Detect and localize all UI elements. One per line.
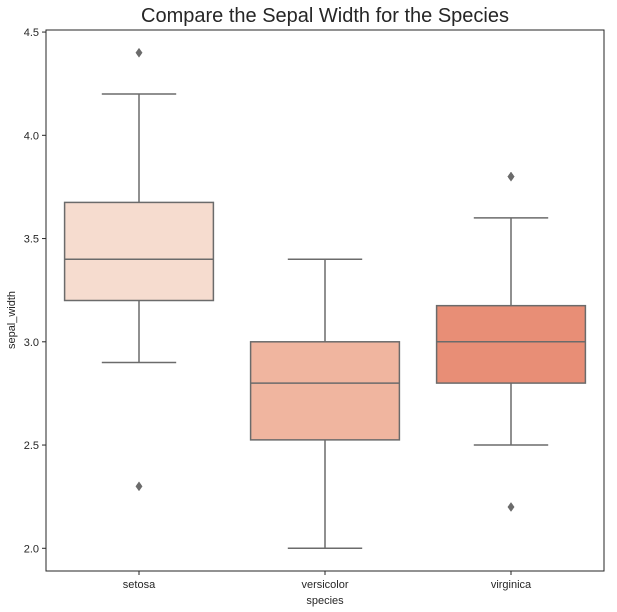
y-tick-label: 3.5 [24, 234, 39, 246]
box-versicolor [249, 341, 401, 441]
y-tick-label: 3.0 [24, 337, 39, 349]
box-setosa [63, 201, 215, 302]
outlier-point [507, 171, 515, 182]
x-tick-label: virginica [491, 579, 532, 591]
y-axis-label: sepal_width [6, 291, 18, 349]
outlier-point [507, 502, 515, 512]
x-tick-label: versicolor [301, 579, 348, 591]
chart-title: Compare the Sepal Width for the Species [141, 5, 509, 27]
y-tick-label: 4.5 [24, 27, 39, 39]
outlier-point [135, 481, 143, 492]
y-tick-label: 4.0 [24, 130, 39, 142]
box-virginica [435, 304, 587, 384]
y-tick-label: 2.0 [24, 543, 39, 555]
y-tick-label: 2.5 [24, 440, 39, 452]
outlier-point [135, 47, 143, 58]
plot-area: 2.0 2.5 3.0 3.5 4.0 4.5 setosa versicolor virgin… [24, 27, 605, 591]
x-tick-label: setosa [123, 579, 156, 591]
x-axis-label: species [306, 595, 344, 607]
